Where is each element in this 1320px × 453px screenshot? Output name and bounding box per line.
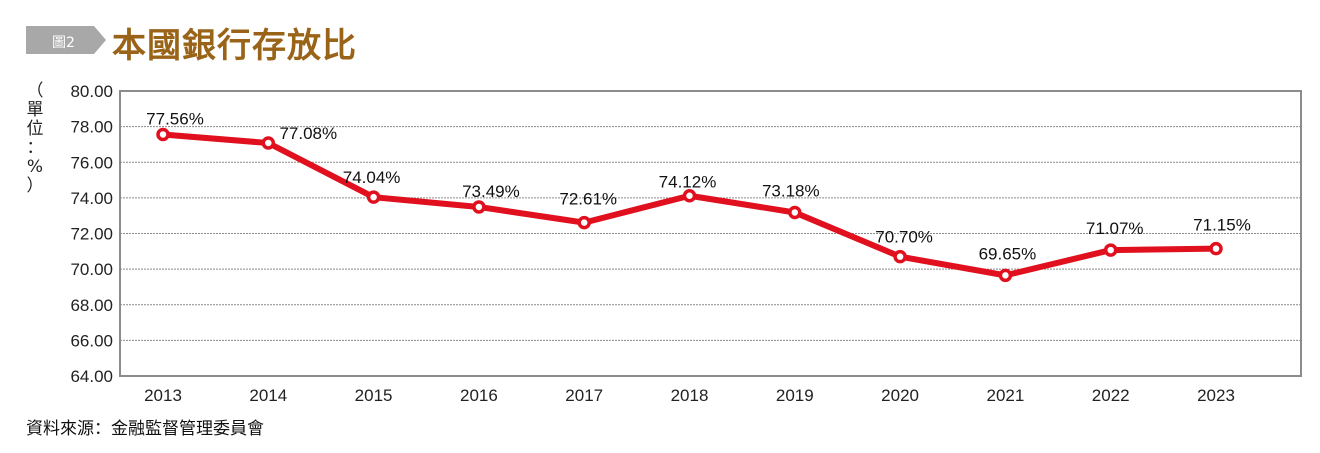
data-label: 73.49% (462, 182, 520, 201)
x-tick-label: 2022 (1092, 386, 1130, 405)
y-tick-label: 78.00 (70, 118, 113, 137)
x-tick-label: 2017 (565, 386, 603, 405)
source-note: 資料來源：金融監督管理委員會 (26, 419, 264, 439)
figure-label: 圖2 (52, 35, 75, 51)
figure-badge: 圖2 (26, 26, 108, 54)
badge-arrow-shape (26, 26, 106, 54)
data-label: 71.07% (1086, 219, 1144, 238)
data-point (472, 200, 486, 214)
unit-char: ： (26, 138, 44, 158)
series-line (160, 131, 1219, 279)
y-axis-unit-label: （ 單 位 ： % ） (24, 82, 46, 196)
chart-title: 本國銀行存放比 (112, 26, 357, 66)
unit-char: （ (26, 81, 44, 101)
data-label: 71.15% (1193, 216, 1251, 235)
y-axis-ticks: 64.00 66.00 68.00 70.00 72.00 74.00 76.00 78.00… (70, 82, 113, 386)
unit-char: 位 (26, 119, 44, 139)
series-polyline (160, 131, 1219, 279)
data-label: 69.65% (979, 244, 1037, 263)
data-point (893, 249, 907, 264)
data-label: 74.04% (343, 168, 401, 187)
data-point (1209, 241, 1223, 256)
data-label: 74.12% (659, 173, 717, 192)
x-tick-label: 2019 (776, 386, 814, 405)
unit-char: ） (26, 176, 44, 196)
data-point (577, 215, 591, 230)
data-labels: 77.56% 77.08% 74.04% 73.49% 72.61% 74.12% 73.1… (146, 109, 1251, 263)
x-tick-label: 2023 (1197, 386, 1235, 405)
data-point (682, 188, 697, 203)
y-tick-label: 66.00 (70, 331, 113, 350)
x-tick-label: 2020 (881, 386, 919, 405)
data-point (788, 205, 802, 220)
x-tick-label: 2021 (986, 386, 1024, 405)
data-point (261, 136, 276, 150)
x-axis-ticks: 2013 2014 2015 2016 2017 2018 2019 2020 2021 2022… (144, 386, 1235, 405)
x-tick-label: 2015 (355, 386, 393, 405)
x-tick-label: 2018 (671, 386, 709, 405)
data-points (156, 127, 1223, 283)
y-tick-label: 68.00 (70, 296, 113, 315)
y-tick-label: 70.00 (70, 260, 113, 279)
data-point (366, 190, 381, 204)
y-tick-label: 80.00 (70, 82, 113, 101)
x-tick-label: 2016 (460, 386, 498, 405)
data-label: 72.61% (559, 190, 617, 209)
x-tick-label: 2014 (249, 386, 287, 405)
y-tick-label: 76.00 (70, 153, 113, 172)
data-label: 73.18% (762, 181, 820, 200)
data-label: 70.70% (875, 228, 933, 247)
data-label: 77.56% (146, 109, 204, 128)
y-tick-label: 74.00 (70, 189, 113, 208)
data-point (998, 268, 1013, 283)
gridlines (120, 126, 1301, 341)
unit-char: % (26, 157, 44, 177)
data-point (1103, 243, 1118, 257)
y-tick-label: 64.00 (70, 367, 113, 386)
unit-char: 單 (26, 100, 44, 120)
x-tick-label: 2013 (144, 386, 182, 405)
plot-frame (119, 90, 1302, 377)
data-label: 77.08% (279, 124, 337, 143)
data-point (156, 127, 170, 142)
y-tick-label: 72.00 (70, 225, 113, 244)
